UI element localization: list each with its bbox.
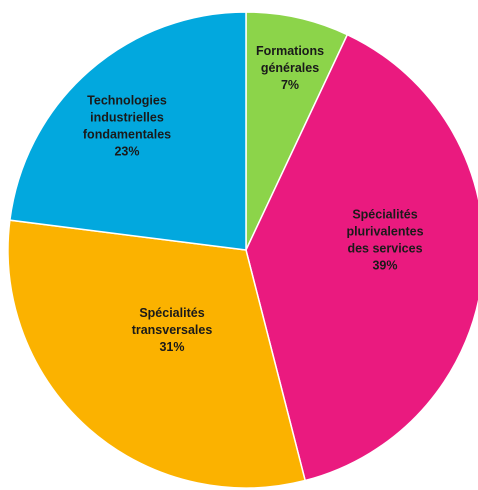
slice-name-line: Spécialités [139,306,204,320]
slice-name-line: Formations [256,44,324,58]
slice-name-line: fondamentales [83,128,171,142]
slice-label: Spécialités transversales 31% [132,306,213,354]
slice-label: Spécialités plurivalentes des services 39% [346,208,423,273]
slice-label: Formations générales 7% [256,44,324,92]
slice-name-line: Spécialités [352,208,417,222]
slice-name-line: générales [261,61,319,75]
slice-name-line: plurivalentes [346,225,423,239]
pie-slice [9,11,247,251]
pie-slice [245,33,478,482]
slice-percent-label: 7% [281,78,299,92]
slice-name-line: des services [347,242,422,256]
slice-name-line: Technologies [87,94,167,108]
slice-label: Technologies industrielles fondamentales 23… [83,94,171,159]
pie-labels: Formations générales 7% Spécialités plurival… [83,44,424,354]
slice-name-line: industrielles [90,111,164,125]
pie-slice [245,11,349,251]
pie-slices [7,11,478,489]
slice-percent-label: 23% [114,145,139,159]
slice-percent-label: 39% [372,259,397,273]
slice-name-line: transversales [132,323,213,337]
pie-slice [7,219,307,489]
slice-percent-label: 31% [159,340,184,354]
